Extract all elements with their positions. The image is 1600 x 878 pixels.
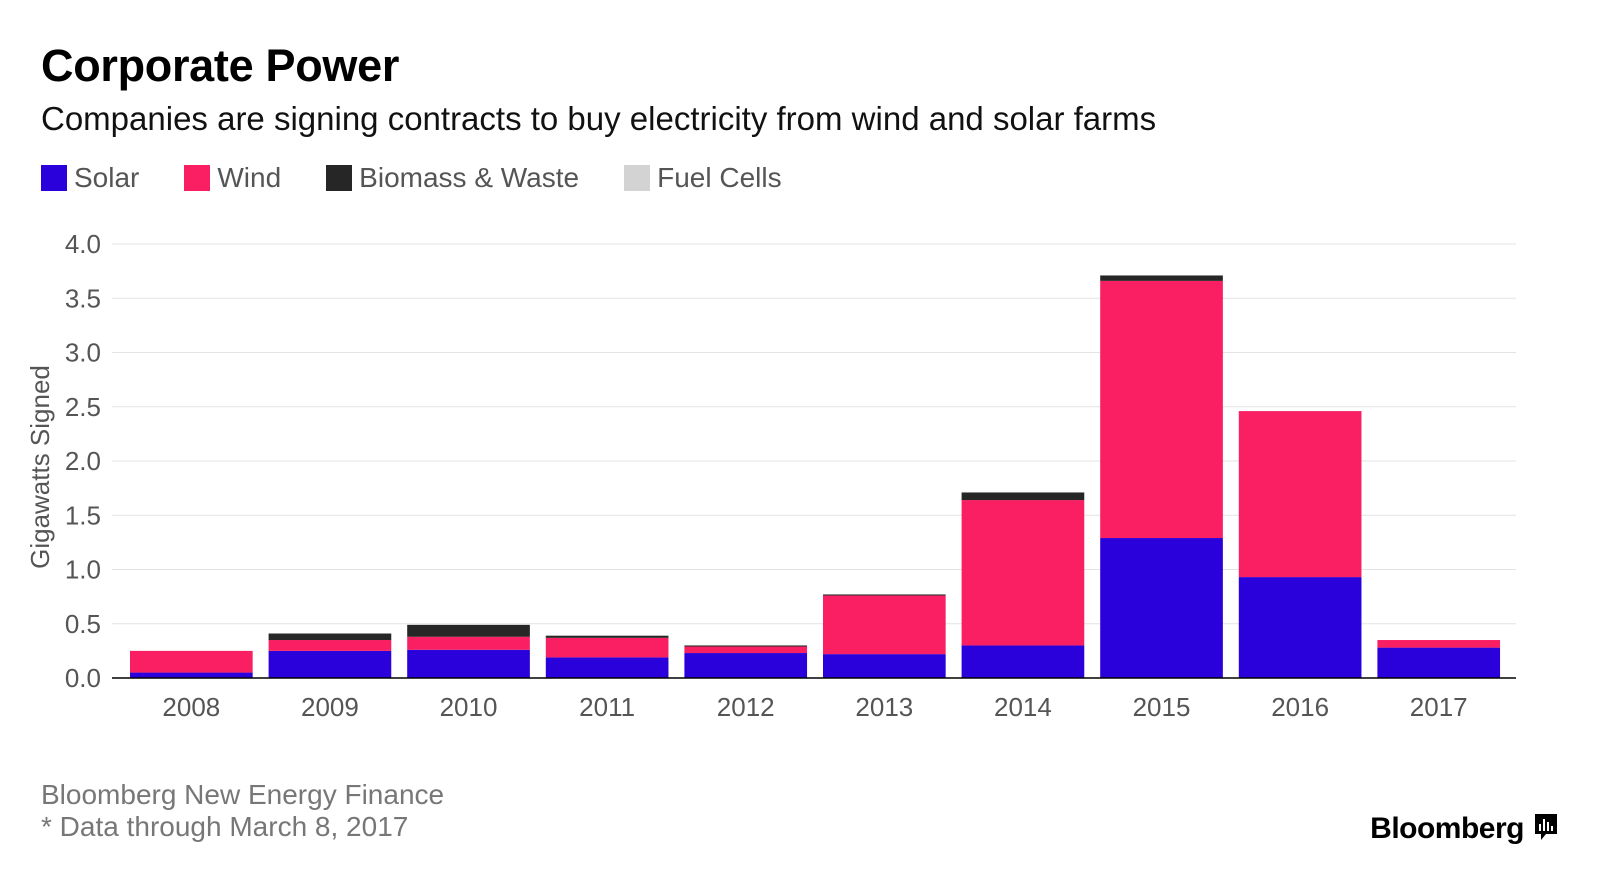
x-tick-label: 2011 (579, 692, 635, 722)
legend-item-biomass: Biomass & Waste (326, 162, 579, 194)
x-tick-label: 2017 (1410, 692, 1468, 722)
y-axis-label: Gigawatts Signed (25, 365, 55, 569)
legend-label-solar: Solar (74, 162, 140, 193)
bar-biomass-waste-2013 (823, 594, 946, 596)
legend-item-wind: Wind (184, 162, 281, 194)
x-tick-label: 2008 (162, 692, 220, 722)
y-tick-label: 1.5 (65, 500, 101, 530)
legend-swatch-wind (184, 165, 211, 191)
bar-solar-2009 (268, 650, 392, 678)
bar-biomass-waste-2015 (1100, 275, 1223, 281)
x-tick-label: 2014 (994, 692, 1052, 722)
bar-solar-2016 (1238, 577, 1362, 678)
x-tick-label: 2012 (717, 692, 775, 722)
bar-wind-2011 (545, 637, 669, 658)
y-tick-label: 2.0 (65, 446, 101, 476)
legend-swatch-fuel-cells (624, 165, 651, 191)
bar-wind-2010 (407, 636, 530, 650)
bar-solar-2012 (684, 653, 808, 678)
y-tick-label: 2.5 (65, 392, 101, 422)
legend-swatch-biomass (326, 165, 353, 191)
chart-subtitle: Companies are signing contracts to buy e… (41, 100, 1157, 137)
x-tick-label: 2010 (440, 692, 498, 722)
source-text: Bloomberg New Energy Finance (41, 779, 445, 810)
bloomberg-logo: Bloomberg (1370, 812, 1558, 846)
bar-wind-2014 (961, 500, 1085, 646)
stacked-bar-chart: 0.0 0.5 1.0 1.5 2.0 2.5 3.0 3.5 4.0 Gigawatts Sig… (25, 229, 1516, 722)
bar-wind-2013 (823, 595, 946, 655)
bar-biomass-waste-2011 (545, 635, 669, 638)
legend-swatch-solar (41, 165, 67, 191)
bar-solar-2013 (823, 654, 946, 678)
x-tick-label: 2013 (855, 692, 913, 722)
y-tick-label: 3.0 (65, 338, 101, 368)
bar-biomass-waste-2014 (961, 492, 1085, 501)
legend-label-wind: Wind (217, 162, 282, 193)
bar-solar-2010 (407, 649, 530, 678)
legend-label-fuel-cells: Fuel Cells (657, 162, 782, 193)
source-note: * Data through March 8, 2017 (41, 811, 409, 842)
chart-source: Bloomberg New Energy Finance * Data thro… (41, 779, 444, 843)
bar-wind-2012 (684, 646, 808, 654)
bar-wind-2009 (268, 640, 392, 651)
bar-solar-2011 (545, 657, 669, 678)
bar-biomass-waste-2009 (268, 633, 392, 641)
x-tick-label: 2016 (1271, 692, 1329, 722)
x-tick-label: 2015 (1133, 692, 1191, 722)
chart-legend: Solar Wind Biomass & Waste Fuel Cells (41, 162, 827, 194)
bar-biomass-waste-2010 (407, 624, 530, 637)
logo-text: Bloomberg (1370, 812, 1524, 845)
y-tick-label: 0.5 (65, 609, 101, 639)
bar-wind-2015 (1100, 280, 1223, 539)
legend-item-solar: Solar (41, 162, 139, 194)
bar-solar-2008 (130, 672, 253, 678)
bar-wind-2016 (1238, 411, 1362, 578)
y-tick-label: 0.0 (65, 663, 101, 693)
y-tick-label: 1.0 (65, 555, 101, 585)
y-tick-label: 4.0 (65, 229, 101, 259)
bloomberg-chart-icon (1534, 813, 1558, 846)
chart-title: Corporate Power (41, 40, 400, 91)
x-tick-label: 2009 (301, 692, 359, 722)
bar-wind-2017 (1377, 640, 1501, 648)
bar-solar-2015 (1100, 538, 1223, 678)
legend-label-biomass: Biomass & Waste (359, 162, 580, 193)
bar-solar-2014 (961, 645, 1085, 678)
y-tick-label: 3.5 (65, 283, 101, 313)
bar-solar-2017 (1377, 647, 1501, 678)
legend-item-fuel-cells: Fuel Cells (624, 162, 782, 194)
bar-biomass-waste-2012 (684, 645, 808, 647)
bar-wind-2008 (130, 650, 253, 673)
